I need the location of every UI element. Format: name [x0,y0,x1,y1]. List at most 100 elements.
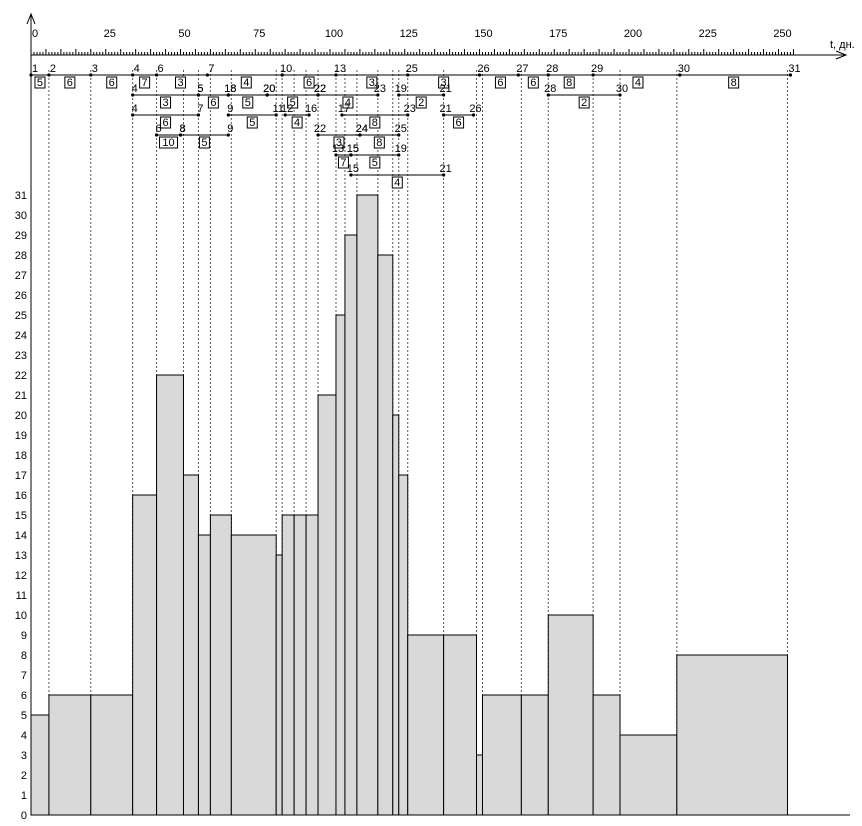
task-start-node [349,153,353,157]
y-tick-label: 2 [21,770,27,782]
task-start-node [265,93,269,97]
histogram-bar [182,474,199,816]
task-to-label: 20 [263,83,275,95]
axes: 0123456789101112131415161718192021222324… [15,12,850,822]
x-tick-label: 150 [474,28,492,40]
histogram-bar [335,314,346,816]
task-from-label: 20 [263,83,275,95]
task-duration-label: 10 [162,137,174,149]
task-from-label: 13 [332,143,344,155]
histogram-bar [592,694,621,816]
task-start-node [283,113,287,117]
x-tick-label: 175 [549,28,567,40]
y-tick-label: 15 [15,510,27,522]
duration-label: 6 [109,77,115,89]
histogram-bar [407,634,445,816]
task-duration-box [160,116,172,129]
task-to-label: 30 [616,83,628,95]
task-duration-box [287,96,299,109]
task-to-label: 26 [469,103,481,115]
event-node [406,73,410,77]
task-duration-box [415,96,427,109]
task-from-label: 4 [132,103,138,115]
event-label: 28 [546,63,558,75]
y-tick-label: 20 [15,410,27,422]
duration-label: 6 [497,77,503,89]
task-start-node [340,113,344,117]
task-start-node [178,133,183,137]
task-duration-label: 2 [581,97,587,109]
y-tick-label: 17 [15,470,27,482]
task-duration-box [198,136,210,149]
task-start-node [154,133,159,137]
task-start-node [442,113,446,117]
histogram-bar [619,734,678,816]
event-node [89,73,93,77]
duration-box [175,76,186,89]
task-start-node [131,93,135,97]
histogram-bar [377,254,394,816]
event-label: 29 [591,63,603,75]
event-node [546,73,550,77]
duration-label: 8 [731,77,737,89]
task-to-label: 9 [227,123,233,135]
y-tick-label: 19 [15,430,27,442]
event-label: 10 [280,63,292,75]
task-to-label: 11 [272,103,283,115]
y-tick-label: 16 [15,490,27,502]
task-to-label: 21 [439,83,451,95]
duration-label: 4 [243,77,249,89]
duration-label: 3 [441,77,447,89]
y-tick-label: 10 [15,610,27,622]
task-end-node [397,153,401,157]
task-to-label: 23 [374,83,386,95]
histogram-bar [356,194,379,816]
histogram-bar [344,234,358,816]
y-tick-label: 30 [15,210,27,222]
event-node [205,73,210,77]
task-to-label: 25 [395,123,407,135]
x-tick-label: 225 [699,28,717,40]
task-duration-box [369,116,381,129]
event-label: 13 [334,63,346,75]
task-start-node [349,173,353,177]
histogram-bar [230,534,277,816]
task-duration-label: 5 [290,97,296,109]
histogram-bar [30,714,50,816]
task-duration-label: 5 [245,97,251,109]
histogram-bar [275,554,283,816]
task-duration-box [369,156,381,169]
task-end-node [442,93,446,97]
task-from-label: 5 [197,83,203,95]
duration-label: 6 [530,77,536,89]
event-label: 7 [208,63,214,75]
duration-box [494,76,506,89]
task-start-node [358,133,362,137]
histogram-bar [48,694,92,816]
task-to-label: 24 [356,123,368,135]
y-tick-label: 25 [15,310,27,322]
task-start-node [226,113,230,117]
event-node [591,73,595,77]
histogram-bar [197,534,211,816]
event-node [678,73,682,77]
task-to-label: 18 [224,83,236,95]
histogram-bar [520,694,549,816]
event-label: 25 [406,63,418,75]
histogram-bar [443,634,478,816]
network-schedule: 1 2 3 4 6 7 10 13 25 26 27 28 29 30 315 6 6 7 3 4 6 3 3 6 6 8 4 84 5… [29,63,801,189]
task-duration-box [160,96,172,109]
x-tick-label: 100 [325,28,343,40]
task-end-node [307,113,311,117]
task-to-label: 16 [305,103,317,115]
y-tick-label: 6 [21,690,27,702]
task-duration-label: 4 [345,97,351,109]
histogram-bar [305,514,319,816]
x-axis-label: t, дн. [830,39,855,51]
event-label: 1 [32,63,38,75]
event-node [154,73,159,77]
event-label: 27 [516,63,528,75]
y-tick-label: 23 [15,350,27,362]
bars [30,194,788,816]
task-to-label: 21 [439,163,451,175]
